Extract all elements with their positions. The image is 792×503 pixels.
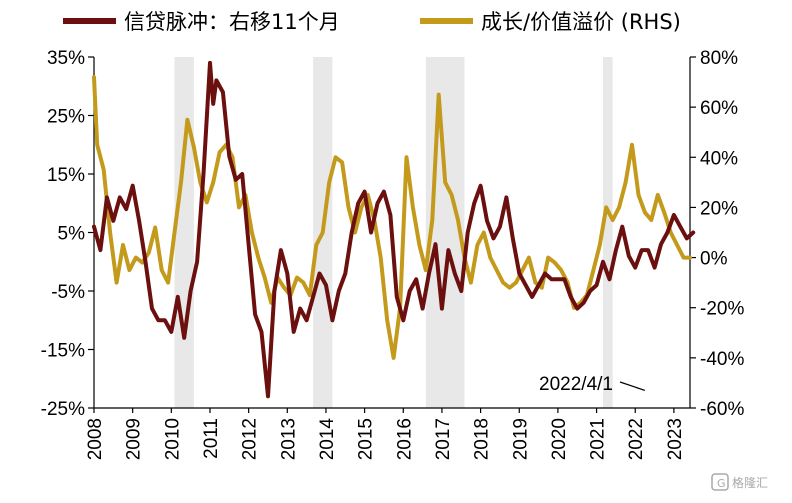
x-tick-label: 2018 (472, 418, 493, 460)
x-tick-label: 2009 (124, 418, 145, 460)
x-tick-label: 2021 (588, 418, 609, 460)
series-line-credit (92, 60, 696, 399)
right-y-tick-label: -40% (700, 349, 744, 370)
annotation-leader-line (619, 381, 646, 391)
left-y-tick-label: -5% (51, 282, 85, 303)
left-y-tick-label: 15% (47, 165, 85, 186)
left-y-tick-label: -15% (41, 341, 85, 362)
annotation: 2022/4/1 (539, 374, 646, 395)
x-tick-label: 2016 (394, 418, 415, 460)
right-y-tick-label: 60% (700, 98, 738, 119)
x-tick-label: 2019 (510, 418, 531, 460)
x-tick-label: 2010 (162, 418, 183, 460)
left-y-tick-label: 25% (47, 107, 85, 128)
watermark: G 格隆汇 (711, 473, 768, 491)
x-tick-label: 2011 (201, 418, 222, 459)
watermark-logo-icon (711, 473, 729, 491)
x-tick-label: 2008 (85, 418, 106, 460)
watermark-text: 格隆汇 (732, 475, 768, 490)
series-lines (92, 60, 696, 399)
x-tick-label: 2020 (549, 418, 570, 460)
annotation-label: 2022/4/1 (539, 374, 613, 395)
watermark-logo-glyph: G (717, 477, 726, 490)
left-y-tick-label: 5% (58, 224, 86, 245)
legend: 信贷脉冲：右移11个月 成长/价值溢价 (RHS) (63, 10, 681, 34)
right-y-tick-label: 0% (700, 249, 728, 270)
shaded-periods (174, 57, 613, 408)
x-ticks: 2008 2009 2010 2011 2012 2013 2014 2015 2016 2017… (85, 408, 686, 460)
x-tick-label: 2014 (317, 418, 338, 461)
x-tick-label: 2017 (433, 418, 454, 460)
right-y-tick-label: 80% (700, 48, 738, 69)
x-tick-label: 2015 (356, 418, 377, 460)
right-y-tick-label: -60% (700, 399, 744, 420)
right-y-tick-label: 40% (700, 148, 738, 169)
legend-label-premium: 成长/价值溢价 (RHS) (481, 10, 681, 34)
x-tick-label: 2012 (240, 418, 261, 460)
right-y-tick-label: 20% (700, 198, 738, 219)
left-y-ticks: 35% 25% 15% 5% -5% -15% -25% (41, 48, 94, 420)
left-y-tick-label: -25% (41, 399, 85, 420)
x-tick-label: 2022 (626, 418, 647, 460)
left-y-tick-label: 35% (47, 48, 85, 69)
x-tick-label: 2023 (665, 418, 686, 460)
right-y-tick-label: -20% (700, 299, 744, 320)
right-y-ticks: 80% 60% 40% 20% 0% -20% -40% -60% (690, 48, 744, 420)
shaded-period-3 (603, 57, 613, 408)
series-line-premium (92, 75, 692, 360)
legend-label-credit: 信贷脉冲：右移11个月 (124, 10, 340, 34)
x-tick-label: 2013 (278, 418, 299, 460)
shaded-period-0 (174, 57, 194, 408)
